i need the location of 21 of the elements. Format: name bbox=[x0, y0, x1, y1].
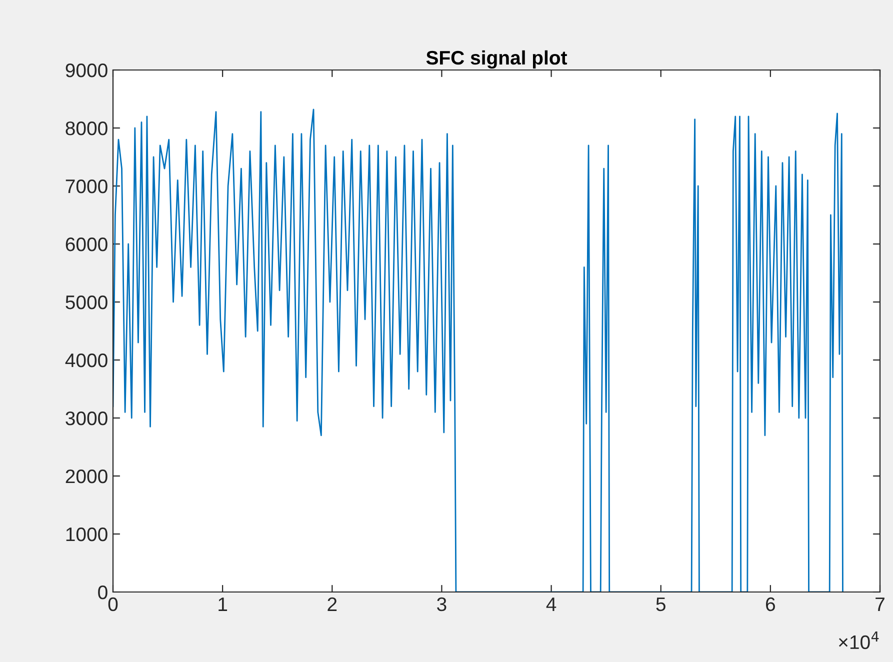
y-tick-label: 4000 bbox=[65, 353, 108, 368]
text: ×10$^{4}$ bbox=[838, 632, 879, 650]
y-tick-label: 9000 bbox=[66, 63, 108, 78]
line-series bbox=[113, 108, 844, 592]
chart-title: SFC signal plot bbox=[426, 50, 568, 69]
y-tick-label: 5000 bbox=[66, 295, 108, 310]
x-tick-label: 3 bbox=[437, 597, 446, 612]
x-tick-label: 6 bbox=[766, 597, 775, 612]
x-tick-label: 1 bbox=[218, 598, 228, 611]
y-tick-label: 3000 bbox=[66, 411, 108, 426]
x-tick-label: 7 bbox=[876, 598, 884, 611]
x-tick-label: 5 bbox=[656, 598, 666, 612]
y-tick-label: 7000 bbox=[66, 179, 108, 194]
x-tick-label: 4 bbox=[546, 598, 556, 611]
y-tick-label: 0 bbox=[98, 585, 108, 600]
y-tick-label: 1000 bbox=[66, 527, 108, 542]
y-tick-label: 6000 bbox=[66, 237, 108, 252]
x-tick-label: 0 bbox=[108, 597, 118, 612]
y-tick-label: 8000 bbox=[66, 121, 108, 136]
x-tick-label: 2 bbox=[328, 597, 337, 611]
y-tick-label: 2000 bbox=[66, 469, 108, 484]
